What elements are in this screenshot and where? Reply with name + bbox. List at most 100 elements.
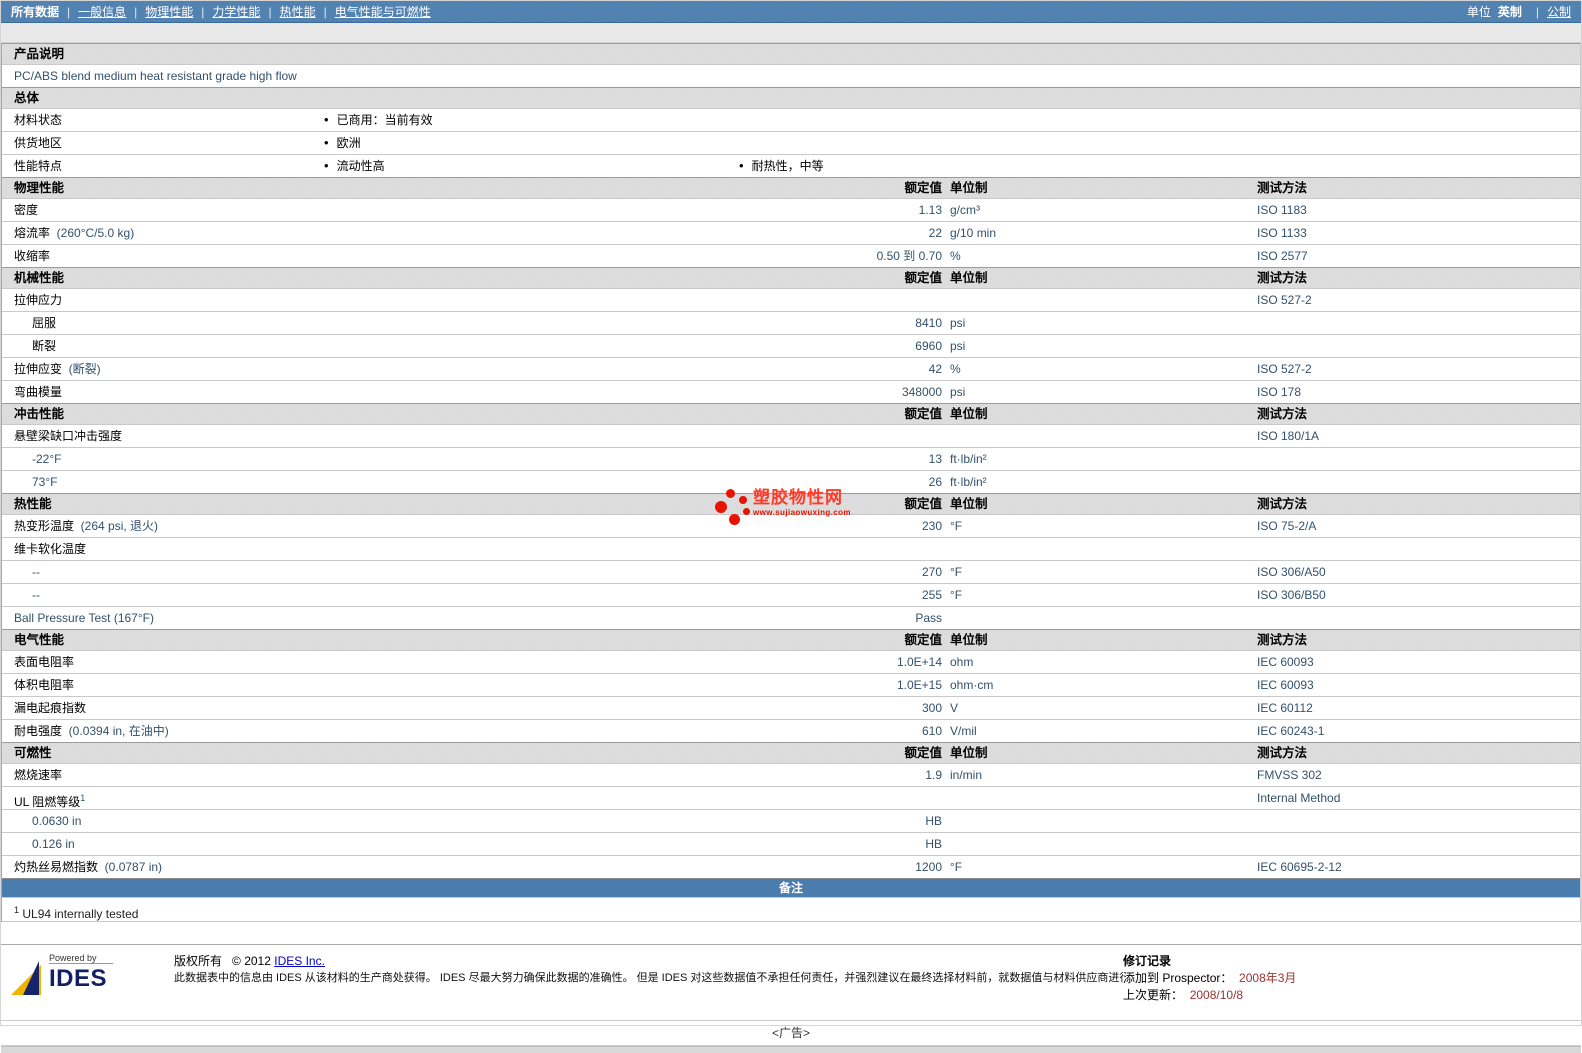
unit-cell: ohm <box>950 655 974 669</box>
section-title: 冲击性能 <box>14 407 65 421</box>
section-header-row: 电气性能 额定值 单位制 测试方法 <box>2 629 1580 650</box>
section-title: 产品说明 <box>14 47 65 61</box>
property-label: 断裂 <box>2 335 762 357</box>
value-cell <box>762 787 942 809</box>
column-header-value: 额定值 <box>904 181 942 195</box>
test-method-cell: IEC 60243-1 <box>1257 724 1325 738</box>
test-method-cell <box>1257 810 1580 832</box>
unit-cell: g/10 min <box>950 226 997 240</box>
revision-title: 修订记录 <box>1123 954 1172 968</box>
column-header-test: 测试方法 <box>1257 497 1308 511</box>
value-cell: 6960 <box>915 339 942 353</box>
test-condition: (264 psi, 退火) <box>74 519 159 533</box>
units-label: 单位 <box>1466 5 1491 19</box>
nav-item-1[interactable]: 物理性能 <box>145 5 194 19</box>
ides-inc-link[interactable]: IDES Inc. <box>274 954 325 968</box>
test-method-cell: ISO 178 <box>1257 385 1302 399</box>
unit-cell: V <box>950 701 959 715</box>
column-header-unit: 单位制 <box>950 633 988 647</box>
property-row: UL 阻燃等级1 Internal Method <box>2 786 1580 809</box>
nav-item-4[interactable]: 电气性能与可燃性 <box>334 5 431 19</box>
nav-item-3[interactable]: 热性能 <box>279 5 316 19</box>
test-method-cell: ISO 527-2 <box>1257 293 1312 307</box>
property-label: 供货地区 <box>14 136 63 150</box>
value-cell: 42 <box>928 362 942 376</box>
property-name: 0.126 in <box>32 837 75 851</box>
value-cell: 1.0E+14 <box>896 655 942 669</box>
property-name: 热变形温度 <box>14 519 75 533</box>
section-header-row: 产品说明 <box>2 43 1580 64</box>
value-cell: 1200 <box>915 860 942 874</box>
property-row: 漏电起痕指数 300 V IEC 60112 <box>2 696 1580 719</box>
updated-date: 2008/10/8 <box>1189 988 1244 1002</box>
nav-separator: | <box>1535 4 1539 19</box>
property-row: 73°F 26 ft·lb/in² <box>2 470 1580 493</box>
section-header-row: 冲击性能 额定值 单位制 测试方法 <box>2 403 1580 424</box>
property-label: 熔流率 (260°C/5.0 kg) <box>2 222 762 244</box>
unit-cell: in/min <box>950 768 983 782</box>
column-header-value: 额定值 <box>904 497 942 511</box>
value-cell: 230 <box>921 519 942 533</box>
feature-cell: • 耐热性，中等 <box>739 155 1580 177</box>
property-row: 体积电阻率 1.0E+15 ohm·cm IEC 60093 <box>2 673 1580 696</box>
property-name: -- <box>32 565 40 579</box>
test-method-cell: ISO 306/A50 <box>1257 565 1326 579</box>
property-row: 拉伸应力 ISO 527-2 <box>2 288 1580 311</box>
property-name: -- <box>32 588 40 602</box>
column-header-test: 测试方法 <box>1257 271 1308 285</box>
ad-link[interactable]: <广告> <box>771 1026 811 1040</box>
revision-record: 修订记录 添加到 Prospector： 2008年3月 上次更新： 2008/… <box>1123 951 1573 1004</box>
copyright-line: 版权所有 © 2012 IDES Inc. <box>174 953 1123 970</box>
test-method-cell: IEC 60112 <box>1257 701 1313 715</box>
added-label: 添加到 Prospector： <box>1123 971 1233 985</box>
nav-item-0[interactable]: 一般信息 <box>78 5 127 19</box>
column-header-test: 测试方法 <box>1257 181 1308 195</box>
value-cell <box>762 289 942 311</box>
value-cell: 300 <box>921 701 942 715</box>
property-name: 密度 <box>14 203 39 217</box>
footnote-text: 1 UL94 internally tested <box>14 905 139 921</box>
footnote-row: 1 UL94 internally tested <box>2 897 1580 922</box>
unit-cell: °F <box>950 565 963 579</box>
unit-cell: °F <box>950 519 963 533</box>
property-label: 表面电阻率 <box>2 651 762 673</box>
unit-cell: °F <box>950 588 963 602</box>
property-row: 弯曲模量 348000 psi ISO 178 <box>2 380 1580 403</box>
test-method-cell: ISO 306/B50 <box>1257 588 1326 602</box>
property-row: 悬壁梁缺口冲击强度 ISO 180/1A <box>2 424 1580 447</box>
column-header-unit: 单位制 <box>950 181 988 195</box>
value-cell: HB <box>925 837 942 851</box>
section-header-row: 机械性能 额定值 单位制 测试方法 <box>2 267 1580 288</box>
feature-cell <box>739 132 1580 154</box>
section-header-row: 可燃性 额定值 单位制 测试方法 <box>2 742 1580 763</box>
unit-cell <box>942 810 1257 832</box>
added-date: 2008年3月 <box>1239 971 1297 985</box>
unit-metric-link[interactable]: 公制 <box>1546 5 1571 19</box>
property-row: 燃烧速率 1.9 in/min FMVSS 302 <box>2 763 1580 786</box>
unit-imperial: 英制 <box>1497 5 1522 19</box>
value-cell: 0.50 到 0.70 <box>876 249 942 263</box>
property-row: 熔流率 (260°C/5.0 kg) 22 g/10 min ISO 1133 <box>2 221 1580 244</box>
unit-cell: psi <box>950 385 966 399</box>
notes-bar: 备注 <box>2 878 1580 897</box>
section-title: 机械性能 <box>14 271 65 285</box>
bullet-icon: • <box>739 158 744 173</box>
property-row: 拉伸应变 (断裂) 42% ISO 527-2 <box>2 357 1580 380</box>
section-header-row: 物理性能 额定值 单位制 测试方法 <box>2 177 1580 198</box>
value-cell: Pass <box>915 611 942 625</box>
property-name: Ball Pressure Test (167°F) <box>14 611 154 625</box>
property-label: 燃烧速率 <box>2 764 762 786</box>
property-label: 热变形温度 (264 psi, 退火) <box>2 515 762 537</box>
property-row: -- 270 °F ISO 306/A50 <box>2 560 1580 583</box>
test-condition: (0.0787 in) <box>98 860 163 874</box>
value-cell: 255 <box>921 588 942 602</box>
test-method-cell <box>1257 833 1580 855</box>
nav-item-2[interactable]: 力学性能 <box>212 5 261 19</box>
column-header-unit: 单位制 <box>950 746 988 760</box>
feature-row: 供货地区 • 欧洲 <box>2 131 1580 154</box>
property-row: -22°F 13 ft·lb/in² <box>2 447 1580 470</box>
value-cell: 22 <box>928 226 942 240</box>
page-footer: Powered by IDES 版权所有 © 2012 IDES Inc. 此数… <box>1 944 1581 1008</box>
property-row: 灼热丝易燃指数 (0.0787 in) 1200 °F IEC 60695-2-12 <box>2 855 1580 878</box>
property-label: 收缩率 <box>2 245 762 267</box>
